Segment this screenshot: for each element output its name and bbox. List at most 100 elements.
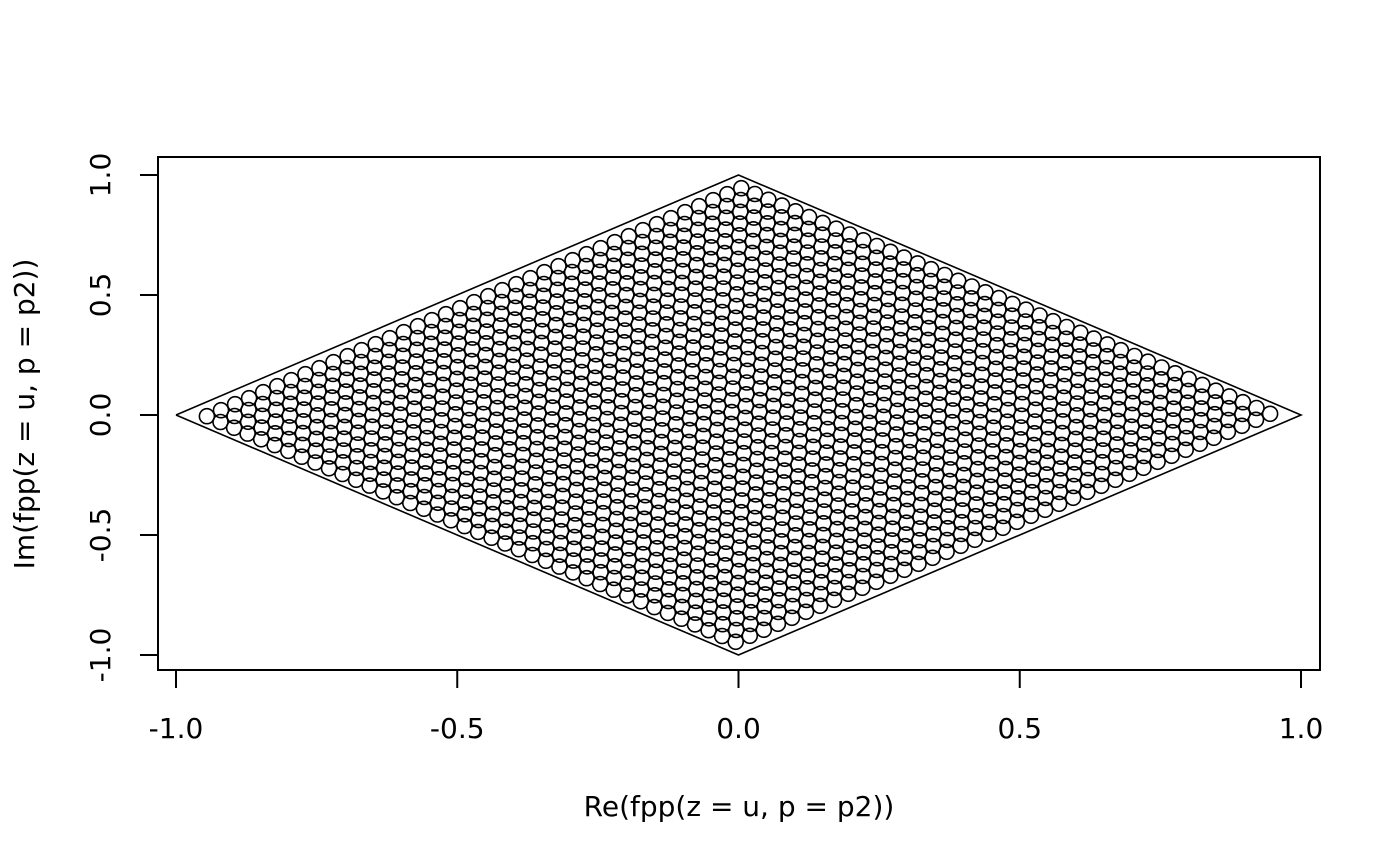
data-point bbox=[902, 408, 920, 425]
data-point bbox=[661, 233, 679, 251]
data-point bbox=[603, 304, 621, 322]
data-point bbox=[308, 418, 326, 436]
data-point bbox=[1122, 430, 1140, 447]
data-point bbox=[307, 454, 324, 471]
data-point bbox=[1010, 478, 1027, 495]
data-point bbox=[962, 301, 980, 319]
data-point bbox=[377, 412, 395, 430]
data-point bbox=[476, 358, 494, 376]
data-point bbox=[897, 526, 915, 543]
data-point bbox=[895, 261, 912, 278]
data-point bbox=[810, 308, 827, 326]
data-point bbox=[814, 538, 831, 556]
data-point bbox=[906, 313, 924, 331]
data-point bbox=[787, 203, 804, 220]
data-point bbox=[711, 350, 729, 368]
data-point bbox=[925, 514, 943, 531]
data-point bbox=[827, 220, 845, 237]
data-point bbox=[822, 349, 840, 367]
data-point bbox=[603, 292, 621, 310]
data-point bbox=[645, 286, 663, 304]
data-point bbox=[1135, 459, 1152, 477]
data-point bbox=[698, 333, 716, 350]
data-point bbox=[886, 461, 904, 479]
data-point bbox=[600, 375, 618, 392]
data-point bbox=[952, 525, 970, 543]
data-point bbox=[859, 449, 877, 467]
data-point bbox=[839, 273, 857, 290]
data-point bbox=[793, 385, 810, 403]
data-point bbox=[740, 327, 758, 344]
data-point bbox=[489, 376, 507, 393]
data-point bbox=[773, 532, 790, 550]
data-point bbox=[551, 558, 568, 575]
data-point bbox=[549, 281, 566, 299]
data-point bbox=[487, 435, 505, 452]
data-point bbox=[544, 387, 562, 405]
data-point bbox=[226, 407, 243, 425]
data-point bbox=[561, 322, 578, 340]
data-point bbox=[336, 418, 353, 436]
data-point bbox=[634, 534, 652, 551]
data-point bbox=[899, 490, 916, 508]
data-point bbox=[594, 516, 611, 534]
data-point bbox=[575, 316, 592, 334]
data-point bbox=[717, 545, 735, 562]
data-point bbox=[783, 609, 801, 627]
data-point bbox=[566, 528, 583, 546]
data-point bbox=[754, 332, 771, 350]
data-point bbox=[732, 191, 750, 209]
data-point bbox=[404, 435, 422, 453]
data-point bbox=[1097, 383, 1114, 400]
data-point bbox=[918, 366, 935, 384]
data-point bbox=[363, 430, 380, 447]
data-point bbox=[743, 256, 761, 274]
data-point bbox=[922, 272, 939, 290]
data-point bbox=[530, 405, 547, 422]
data-point bbox=[513, 458, 531, 476]
data-point bbox=[378, 388, 396, 406]
data-point bbox=[871, 490, 889, 508]
data-point bbox=[800, 532, 818, 550]
data-point bbox=[1003, 307, 1021, 325]
data-point bbox=[706, 480, 723, 498]
data-point bbox=[702, 250, 720, 268]
data-point bbox=[757, 250, 775, 268]
data-point bbox=[810, 297, 828, 314]
data-point bbox=[757, 562, 775, 580]
data-point bbox=[870, 514, 888, 532]
data-point bbox=[877, 349, 895, 367]
data-point bbox=[586, 369, 604, 387]
data-point bbox=[1030, 318, 1048, 336]
data-point bbox=[755, 309, 772, 326]
data-point bbox=[665, 474, 682, 492]
data-point bbox=[730, 238, 748, 256]
data-point bbox=[582, 463, 600, 481]
data-point bbox=[987, 360, 1005, 378]
data-point bbox=[780, 356, 798, 373]
data-point bbox=[488, 411, 506, 429]
data-point bbox=[671, 321, 689, 339]
data-point bbox=[863, 343, 881, 361]
data-point bbox=[515, 411, 533, 428]
data-point bbox=[470, 511, 487, 529]
data-point bbox=[563, 263, 581, 281]
data-point bbox=[529, 428, 546, 446]
data-point bbox=[929, 431, 946, 449]
data-point bbox=[239, 425, 256, 442]
data-point bbox=[903, 384, 921, 402]
data-point bbox=[490, 364, 508, 382]
data-point bbox=[557, 405, 575, 422]
data-point bbox=[558, 381, 576, 399]
data-point bbox=[647, 575, 664, 592]
data-point bbox=[460, 423, 477, 441]
data-point bbox=[646, 586, 664, 604]
data-point bbox=[361, 477, 378, 494]
data-point bbox=[920, 319, 937, 337]
data-point bbox=[1150, 429, 1167, 447]
data-point bbox=[1136, 424, 1154, 441]
data-point bbox=[551, 546, 569, 564]
data-point bbox=[493, 293, 511, 311]
data-point bbox=[977, 283, 994, 301]
data-point bbox=[650, 504, 667, 522]
